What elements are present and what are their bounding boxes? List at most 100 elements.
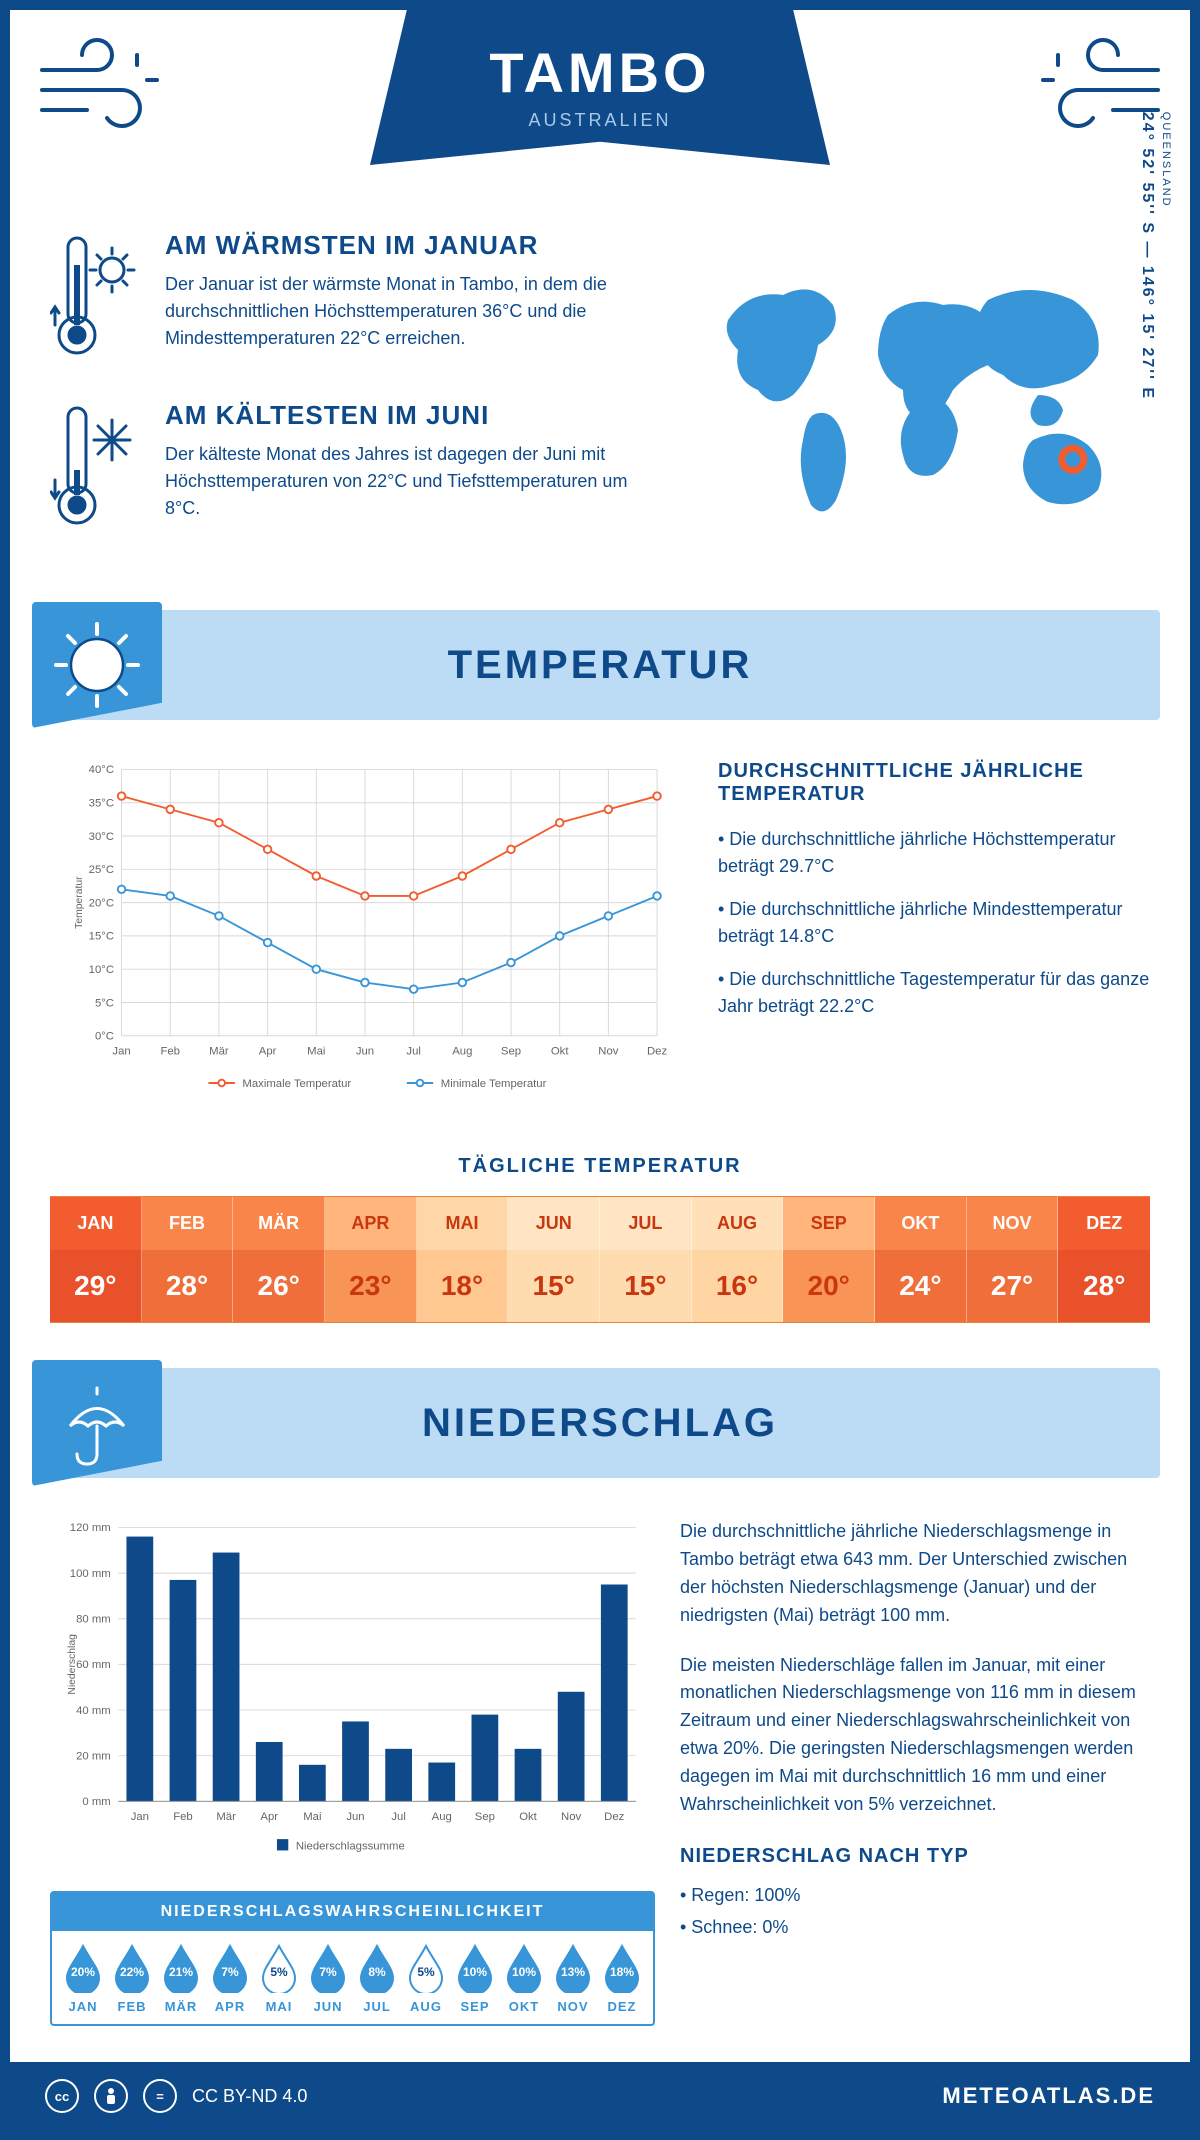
- thermometer-hot-icon: [50, 230, 140, 365]
- svg-text:80 mm: 80 mm: [76, 1614, 111, 1626]
- svg-text:15°C: 15°C: [89, 931, 114, 943]
- svg-text:Jul: Jul: [406, 1046, 420, 1058]
- svg-text:Niederschlag: Niederschlag: [67, 1634, 78, 1695]
- probability-cell: 5%MAI: [256, 1943, 302, 2014]
- region-label: QUEENSLAND: [1160, 112, 1172, 400]
- svg-text:20°C: 20°C: [89, 897, 114, 909]
- sun-icon-wrap: [32, 602, 162, 728]
- daily-temp-title: TÄGLICHE TEMPERATUR: [10, 1155, 1190, 1178]
- svg-text:0 mm: 0 mm: [82, 1796, 110, 1808]
- page-subtitle: AUSTRALIEN: [370, 110, 830, 131]
- fact-cold: AM KÄLTESTEN IM JUNI Der kälteste Monat …: [50, 400, 655, 535]
- svg-text:Okt: Okt: [551, 1046, 569, 1058]
- probability-cell: 10%SEP: [452, 1943, 498, 2014]
- sun-icon: [50, 618, 145, 713]
- daily-col: DEZ28°: [1058, 1197, 1150, 1322]
- info-facts: AM WÄRMSTEN IM JANUAR Der Januar ist der…: [50, 230, 655, 570]
- svg-text:Jun: Jun: [346, 1811, 364, 1823]
- precip-title: NIEDERSCHLAG: [422, 1401, 778, 1446]
- probability-cell: 21%MÄR: [158, 1943, 204, 2014]
- probability-cell: 7%APR: [207, 1943, 253, 2014]
- page-container: TAMBO AUSTRALIEN AM WÄRMSTEN IM JANUAR D…: [0, 0, 1200, 2140]
- footer-license: cc = CC BY-ND 4.0: [45, 2079, 307, 2113]
- footer-site: METEOATLAS.DE: [942, 2083, 1155, 2109]
- svg-text:5°C: 5°C: [95, 997, 114, 1009]
- probability-cell: 8%JUL: [354, 1943, 400, 2014]
- umbrella-icon: [50, 1376, 145, 1471]
- fact-warm: AM WÄRMSTEN IM JANUAR Der Januar ist der…: [50, 230, 655, 365]
- probability-cell: 13%NOV: [550, 1943, 596, 2014]
- svg-text:Mai: Mai: [307, 1046, 325, 1058]
- svg-text:Dez: Dez: [647, 1046, 667, 1058]
- page-title: TAMBO: [370, 40, 830, 105]
- coords-value: 24° 52' 55'' S — 146° 15' 27'' E: [1138, 112, 1156, 400]
- svg-text:Nov: Nov: [561, 1811, 581, 1823]
- svg-text:10°C: 10°C: [89, 964, 114, 976]
- temperature-banner: TEMPERATUR: [40, 610, 1160, 720]
- svg-text:100 mm: 100 mm: [70, 1568, 111, 1580]
- temp-summary-line: • Die durchschnittliche jährliche Mindes…: [718, 896, 1150, 950]
- temperature-title: TEMPERATUR: [448, 643, 753, 688]
- daily-col: SEP20°: [783, 1197, 875, 1322]
- probability-cell: 10%OKT: [501, 1943, 547, 2014]
- svg-text:40 mm: 40 mm: [76, 1705, 111, 1717]
- info-row: AM WÄRMSTEN IM JANUAR Der Januar ist der…: [10, 220, 1190, 590]
- svg-text:0°C: 0°C: [95, 1031, 114, 1043]
- svg-text:40°C: 40°C: [89, 764, 114, 776]
- fact-warm-text: Der Januar ist der wärmste Monat in Tamb…: [165, 271, 655, 352]
- umbrella-icon-wrap: [32, 1360, 162, 1486]
- svg-text:Niederschlagssumme: Niederschlagssumme: [296, 1841, 405, 1853]
- world-map: QUEENSLAND 24° 52' 55'' S — 146° 15' 27'…: [685, 230, 1150, 570]
- temperature-chart: 0°C5°C10°C15°C20°C25°C30°C35°C40°CJanFeb…: [50, 760, 688, 1105]
- svg-text:Feb: Feb: [160, 1046, 180, 1058]
- svg-text:Jan: Jan: [131, 1811, 149, 1823]
- svg-text:Aug: Aug: [432, 1811, 452, 1823]
- svg-text:Sep: Sep: [475, 1811, 495, 1823]
- by-icon: [94, 2079, 128, 2113]
- probability-cell: 7%JUN: [305, 1943, 351, 2014]
- svg-text:Jun: Jun: [356, 1046, 374, 1058]
- cc-icon: cc: [45, 2079, 79, 2113]
- svg-text:Sep: Sep: [501, 1046, 521, 1058]
- precip-chart: 0 mm20 mm40 mm60 mm80 mm100 mm120 mmNied…: [50, 1518, 655, 1858]
- svg-text:35°C: 35°C: [89, 798, 114, 810]
- probability-box: NIEDERSCHLAGSWAHRSCHEINLICHKEIT 20%JAN22…: [50, 1891, 655, 2026]
- header-banner: TAMBO AUSTRALIEN: [370, 10, 830, 165]
- thermometer-cold-icon: [50, 400, 140, 535]
- probability-cell: 5%AUG: [403, 1943, 449, 2014]
- svg-text:Okt: Okt: [519, 1811, 537, 1823]
- svg-text:20 mm: 20 mm: [76, 1750, 111, 1762]
- coordinates: QUEENSLAND 24° 52' 55'' S — 146° 15' 27'…: [1138, 112, 1172, 400]
- precip-type-line: • Schnee: 0%: [680, 1914, 1150, 1942]
- probability-row: 20%JAN22%FEB21%MÄR7%APR5%MAI7%JUN8%JUL5%…: [52, 1931, 653, 2024]
- precip-types-title: NIEDERSCHLAG NACH TYP: [680, 1841, 1150, 1872]
- svg-text:Temperatur: Temperatur: [74, 876, 85, 929]
- daily-col: MAI18°: [417, 1197, 509, 1322]
- svg-text:Apr: Apr: [260, 1811, 278, 1823]
- svg-text:Dez: Dez: [604, 1811, 624, 1823]
- svg-text:Mär: Mär: [209, 1046, 229, 1058]
- precip-type-line: • Regen: 100%: [680, 1882, 1150, 1910]
- svg-text:Aug: Aug: [452, 1046, 472, 1058]
- svg-text:Minimale Temperatur: Minimale Temperatur: [441, 1078, 547, 1090]
- daily-col: NOV27°: [967, 1197, 1059, 1322]
- svg-text:Jan: Jan: [112, 1046, 130, 1058]
- daily-col: APR23°: [325, 1197, 417, 1322]
- daily-col: AUG16°: [692, 1197, 784, 1322]
- daily-col: JUN15°: [508, 1197, 600, 1322]
- header: TAMBO AUSTRALIEN: [10, 10, 1190, 220]
- temp-summary-title: DURCHSCHNITTLICHE JÄHRLICHE TEMPERATUR: [718, 760, 1150, 806]
- probability-cell: 20%JAN: [60, 1943, 106, 2014]
- svg-text:25°C: 25°C: [89, 864, 114, 876]
- svg-text:Apr: Apr: [259, 1046, 277, 1058]
- fact-cold-title: AM KÄLTESTEN IM JUNI: [165, 400, 655, 431]
- daily-col: JAN29°: [50, 1197, 142, 1322]
- svg-text:Nov: Nov: [598, 1046, 618, 1058]
- precip-banner: NIEDERSCHLAG: [40, 1368, 1160, 1478]
- probability-cell: 22%FEB: [109, 1943, 155, 2014]
- svg-text:Mär: Mär: [216, 1811, 236, 1823]
- precip-p1: Die durchschnittliche jährliche Niedersc…: [680, 1518, 1150, 1630]
- license-text: CC BY-ND 4.0: [192, 2086, 307, 2107]
- temp-summary-line: • Die durchschnittliche Tagestemperatur …: [718, 966, 1150, 1020]
- footer: cc = CC BY-ND 4.0 METEOATLAS.DE: [10, 2062, 1190, 2130]
